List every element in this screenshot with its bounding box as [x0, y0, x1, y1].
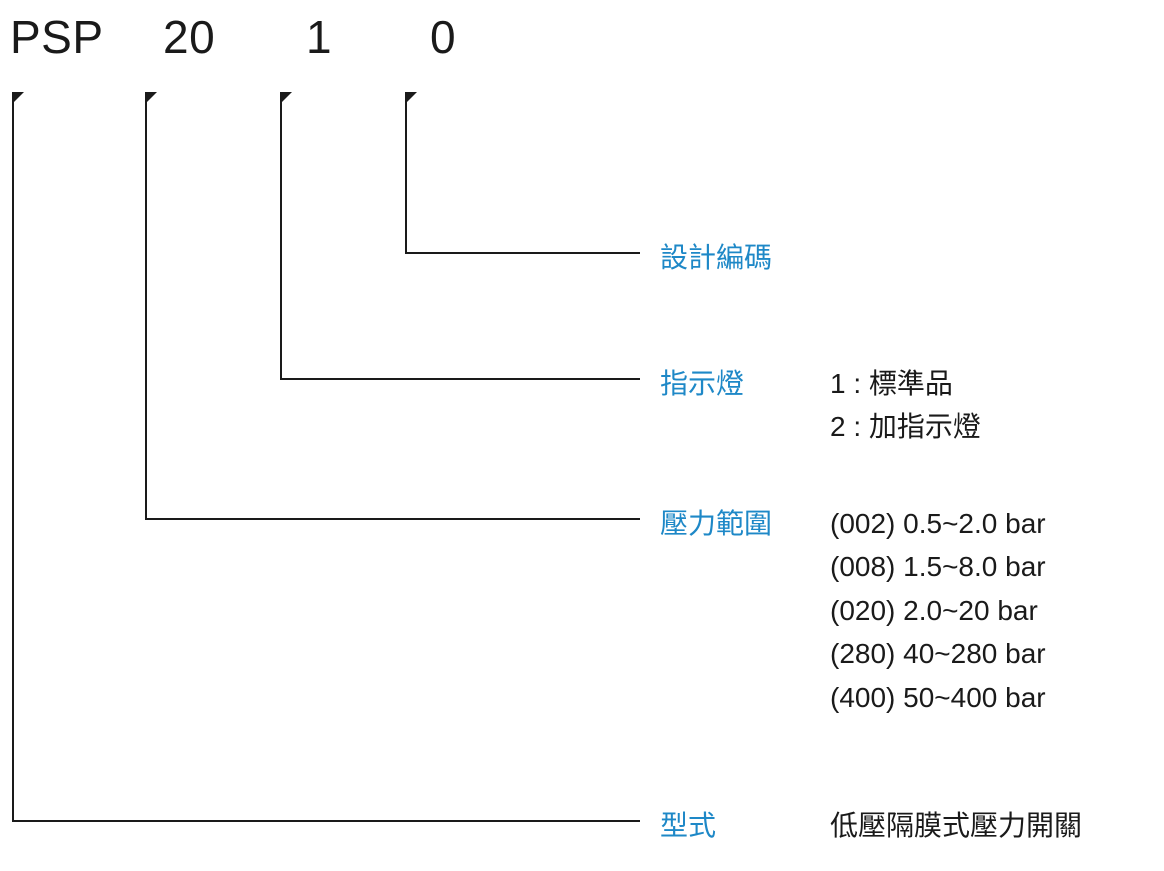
connector-vertical	[405, 92, 407, 254]
code-segment-1: 20	[163, 10, 215, 64]
field-title: 型式	[660, 804, 716, 844]
field-description: (002) 0.5~2.0 bar (008) 1.5~8.0 bar (020…	[830, 502, 1046, 719]
field-description: 1 : 標準品 2 : 加指示燈	[830, 362, 981, 449]
field-title: 設計編碼	[660, 236, 772, 276]
field-description: 低壓隔膜式壓力開關	[830, 804, 1082, 847]
code-segment-3: 0	[430, 10, 456, 64]
connector-horizontal	[12, 820, 640, 822]
code-segment-2: 1	[306, 10, 332, 64]
connector-vertical	[280, 92, 282, 380]
field-title: 壓力範圍	[660, 502, 772, 542]
connector-vertical	[12, 92, 14, 822]
connector-horizontal	[145, 518, 640, 520]
field-title: 指示燈	[660, 362, 744, 402]
connector-horizontal	[280, 378, 640, 380]
connector-horizontal	[405, 252, 640, 254]
connector-vertical	[145, 92, 147, 520]
code-segment-0: PSP	[10, 10, 104, 64]
